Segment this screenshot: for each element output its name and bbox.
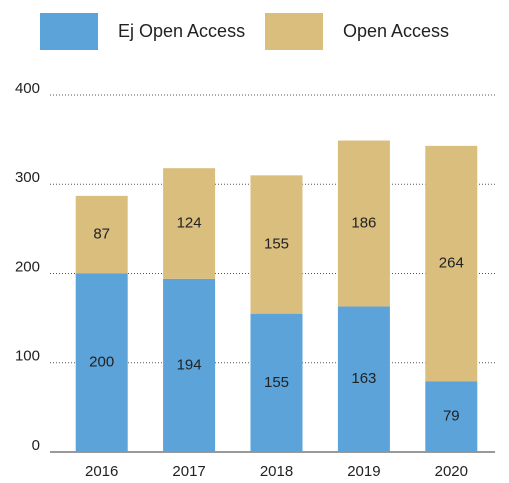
x-tick-label: 2016 [85,463,118,480]
bar-segment [337,140,390,307]
data-label: 194 [177,356,202,373]
legend-swatch [265,13,323,50]
bar-segment [425,145,478,382]
y-tick-label: 200 [15,258,40,275]
bar-segment [425,381,478,452]
bar-segment [163,278,216,452]
data-label: 186 [351,214,376,231]
data-label: 200 [89,354,114,371]
bar-segment [250,313,303,452]
y-tick-label: 100 [15,348,40,365]
legend-label: Open Access [343,21,449,41]
data-label: 155 [264,235,289,252]
data-label: 79 [443,408,460,425]
bar-segment [75,273,128,452]
legend: Ej Open Access Open Access [40,13,449,50]
x-tick-label: 2019 [347,463,380,480]
y-tick-label: 0 [32,437,40,454]
y-tick-label: 400 [15,80,40,97]
data-label: 87 [93,226,110,243]
legend-swatch [40,13,98,50]
data-label: 155 [264,374,289,391]
bar-segment [163,168,216,279]
x-tick-label: 2017 [172,463,205,480]
data-label: 264 [439,255,464,272]
x-tick-label: 2020 [435,463,468,480]
bar-segment [337,306,390,452]
data-label: 163 [351,370,376,387]
data-label: 124 [177,214,202,231]
bar-segment [250,175,303,314]
legend-label: Ej Open Access [118,21,245,41]
x-tick-label: 2018 [260,463,293,480]
bar-segment [75,195,128,274]
y-tick-label: 300 [15,169,40,186]
